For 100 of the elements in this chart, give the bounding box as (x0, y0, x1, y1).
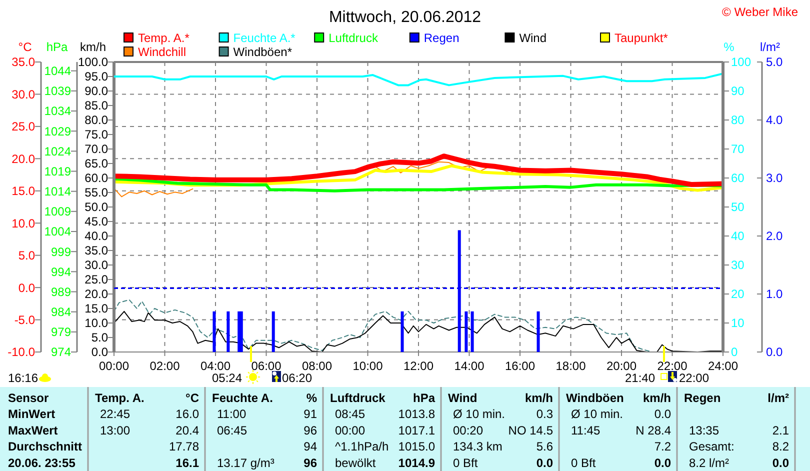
text: 00:20 (453, 423, 484, 438)
y3-tick-label: 0.0 (91, 345, 108, 360)
y2-axis-title: hPa (46, 40, 68, 54)
text: 0 Bft (571, 456, 596, 470)
text: 06:20 (282, 371, 312, 385)
x-tick-label: 12:00 (403, 359, 434, 373)
y2-tick-label: 999 (50, 244, 72, 259)
y3-tick-label: 70.0 (84, 142, 108, 156)
text: 96 (304, 456, 318, 470)
text: 16.0 (176, 407, 200, 422)
text: MinWert (8, 407, 56, 422)
y-tick-label: 70 (731, 142, 745, 156)
text: MaxWert (8, 423, 58, 438)
y3-tick-label: 30.0 (84, 258, 108, 272)
text: 8.2 l/m² (689, 456, 730, 470)
legend-label: Luftdruck (328, 31, 379, 46)
text: 06:45 (217, 423, 248, 438)
text: 0.0 (536, 456, 554, 470)
x-tick-label: 24:00 (708, 359, 738, 373)
text: 20.4 (176, 423, 200, 438)
chart-title: Mittwoch, 20.06.2012 (328, 9, 482, 26)
text: % (306, 391, 318, 405)
text: 13.17 g/m³ (217, 456, 274, 470)
text: 13:00 (100, 423, 130, 438)
y2-tick-label: 1044 (44, 64, 72, 78)
legend-label: Taupunkt* (614, 31, 668, 46)
y2-axis-title: l/m² (760, 40, 780, 54)
text: Ø 10 min. (453, 407, 506, 422)
y-axis-title: °C (18, 40, 32, 54)
y3-tick-label: 35.0 (84, 244, 108, 258)
y2-tick-label: 1019 (44, 164, 72, 178)
y3-tick-label: 45.0 (84, 214, 108, 229)
y-tick-label: 20 (731, 287, 745, 302)
text: 1017.1 (398, 423, 436, 438)
x-tick-label: 04:00 (200, 359, 231, 373)
text: 1013.8 (398, 407, 436, 422)
text: Sensor (8, 391, 50, 405)
y-tick-label: 5.0 (18, 248, 36, 263)
x-tick-label: 22:00 (657, 359, 688, 373)
text: 1015.0 (398, 440, 436, 454)
y2-tick-label: 3.0 (766, 171, 784, 186)
text: 96 (304, 423, 318, 438)
text: 00:00 (335, 423, 366, 438)
text: © Weber Mike (722, 5, 798, 19)
text: Luftdruck (330, 391, 386, 405)
text: Gesamt: (689, 440, 734, 454)
legend-label: Wind (519, 31, 547, 46)
y-tick-label: 90 (731, 84, 745, 98)
y-tick-label: 10.0 (12, 216, 36, 230)
text: Wind (448, 391, 478, 405)
text: 0.0 (654, 456, 672, 470)
text: Durchschnitt (8, 440, 82, 454)
text: 91 (304, 407, 318, 422)
y3-tick-label: 65.0 (84, 156, 108, 171)
text: 134.3 km (453, 440, 502, 454)
y3-tick-label: 40.0 (84, 229, 108, 244)
y2-tick-label: 1024 (44, 144, 72, 158)
text: 16.1 (176, 456, 200, 470)
text: 21:40 (624, 371, 656, 385)
y2-tick-label: 979 (50, 325, 72, 340)
y2-tick-label: 1014 (44, 184, 72, 199)
y3-tick-label: 25.0 (84, 272, 108, 287)
text: 0.3 (536, 407, 554, 422)
y-tick-label: 60 (731, 171, 745, 186)
text: 7.2 (654, 440, 672, 454)
text: 8.2 (772, 440, 790, 454)
text: 0.0 (772, 456, 790, 470)
text: hPa (412, 391, 436, 405)
text: 5.6 (536, 440, 554, 454)
x-tick-label: 08:00 (302, 359, 332, 373)
y2-tick-label: 5.0 (766, 55, 784, 70)
text: 08:45 (335, 407, 366, 422)
y-tick-label: 15.0 (12, 184, 36, 198)
legend-label: Regen (424, 31, 460, 46)
y3-tick-label: 5.0 (91, 330, 108, 345)
x-tick-label: 00:00 (98, 359, 130, 373)
text: 11:00 (217, 407, 246, 422)
x-tick-label: 06:00 (251, 359, 282, 373)
x-tick-label: 02:00 (150, 359, 180, 373)
text: 05:24 (212, 371, 242, 385)
text: 20.06. 23:55 (8, 456, 76, 470)
line-series (114, 177, 723, 192)
y2-tick-label: 994 (50, 264, 72, 279)
text: l/m² (768, 391, 789, 405)
text: 17.78 (168, 440, 200, 454)
y-tick-label: 50 (731, 200, 745, 214)
y3-tick-label: 10.0 (84, 316, 108, 330)
text: Ø 10 min. (571, 407, 624, 422)
y-tick-label: 80 (731, 113, 745, 128)
legend-label: Windchill (138, 45, 186, 60)
y2-tick-label: 0.0 (766, 345, 784, 360)
x-tick-label: 10:00 (352, 359, 384, 373)
text: km/h (524, 391, 553, 405)
text: N 28.4 (636, 423, 672, 438)
y2-tick-label: 1009 (44, 204, 72, 219)
y2-tick-label: 1039 (44, 84, 72, 98)
text: 22:45 (100, 407, 130, 422)
y3-tick-label: 20.0 (84, 287, 108, 302)
text: Temp. A. (95, 391, 144, 405)
y-tick-label: 35.0 (12, 55, 36, 70)
